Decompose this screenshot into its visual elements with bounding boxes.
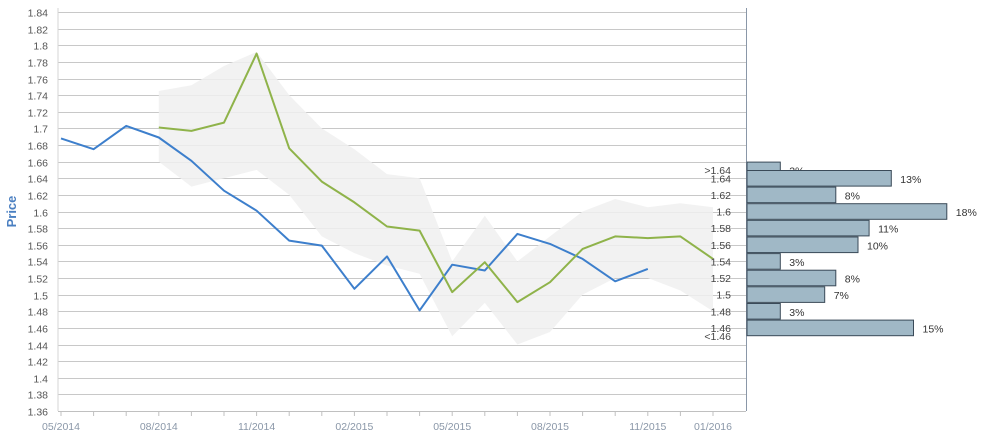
histogram-bar-label: 15% (923, 323, 944, 335)
y-tick-label: 1.82 (28, 25, 49, 37)
y-tick-label: 1.52 (28, 274, 49, 286)
y-axis-label: Price (4, 196, 19, 228)
forecast-band (158, 51, 714, 345)
histogram-category-label: 1.5 (716, 290, 731, 302)
histogram-bar-label: 3% (789, 257, 804, 269)
series-lines (60, 52, 714, 312)
series-line-actual (60, 124, 649, 312)
y-tick-label: 1.4 (33, 374, 48, 386)
histogram-category-label: <1.46 (704, 331, 731, 343)
y-tick-label: 1.42 (28, 357, 49, 369)
histogram-category-label: 1.46 (711, 323, 732, 335)
y-tick-label: 1.48 (28, 307, 49, 319)
histogram-category-label: 1.6 (716, 207, 731, 219)
x-tick-label: 02/2015 (335, 421, 373, 433)
histogram-category-label: 1.64 (711, 173, 732, 185)
x-tick-label: 11/2015 (629, 421, 666, 433)
histogram-bar-label: 18% (956, 207, 977, 219)
series-line-forecast (158, 52, 714, 304)
histogram-bar (746, 203, 948, 220)
histogram-category-label: 1.52 (711, 273, 732, 285)
y-tick-label: 1.56 (28, 241, 49, 253)
histogram-bar (746, 236, 859, 254)
histogram-bar (746, 269, 837, 287)
forecast-band-area (158, 51, 714, 345)
y-tick-label: 1.74 (28, 91, 49, 103)
histogram-bar-label: 11% (878, 224, 898, 236)
y-tick-label: 1.7 (33, 124, 48, 136)
y-tick-label: 1.58 (28, 224, 49, 236)
y-tick-label: 1.66 (28, 158, 49, 170)
histogram-bar (746, 286, 826, 303)
y-tick-label: 1.54 (28, 257, 49, 269)
histogram-bar-label: 10% (867, 240, 888, 252)
y-tick-label: 1.6 (33, 208, 48, 220)
histogram-bar (746, 170, 892, 187)
histogram-bar (746, 219, 870, 237)
histogram-category-label: 1.56 (711, 240, 732, 252)
x-tick-label: 05/2014 (42, 421, 80, 433)
y-tick-label: 1.44 (28, 341, 49, 353)
histogram-bar (746, 319, 914, 337)
x-tick-label: 08/2015 (531, 421, 569, 433)
y-tick-label: 1.76 (28, 75, 49, 87)
x-tick-label: 05/2015 (433, 421, 471, 433)
histogram-bar (746, 303, 781, 320)
y-tick-label: 1.62 (28, 191, 49, 203)
y-tick-label: 1.38 (28, 390, 49, 402)
y-tick-label: 1.78 (28, 58, 49, 70)
histogram-bar (746, 253, 781, 270)
histogram-bar (746, 186, 837, 204)
y-tick-label: 1.68 (28, 141, 49, 153)
histogram-bar-label: 8% (845, 274, 860, 286)
histogram-category-label: >1.64 (704, 165, 731, 177)
x-tick-label: 11/2014 (238, 421, 275, 433)
histogram-bar-label: 13% (900, 174, 921, 186)
histogram-bar-label: 7% (834, 290, 849, 302)
histogram-category-label: 1.62 (711, 190, 732, 202)
y-tick-label: 1.8 (33, 41, 48, 53)
y-tick-label: 1.84 (28, 8, 49, 20)
histogram-category-label: 1.54 (711, 256, 732, 268)
histogram-bar-label: 3% (789, 307, 804, 319)
axes: 1.36 1.38 1.4 1.42 1.44 1.46 1.48 1.5 1.52 1.54 1.… (28, 8, 747, 433)
x-tick-label: 08/2014 (140, 421, 178, 433)
x-tick-label: 01/2016 (694, 421, 732, 433)
histogram-bar-label: 8% (845, 190, 860, 202)
histogram-category-label: 1.48 (711, 306, 732, 318)
distribution-histogram: >1.64 3% 1.64 13% 1.62 8% 1.6 18% 1.58 11% 1.56 10%… (704, 161, 977, 343)
y-tick-label: 1.36 (28, 407, 49, 419)
y-tick-label: 1.64 (28, 174, 49, 186)
y-tick-label: 1.46 (28, 324, 49, 336)
y-tick-label: 1.5 (33, 291, 48, 303)
histogram-category-label: 1.58 (711, 223, 732, 235)
y-tick-label: 1.72 (28, 108, 49, 120)
